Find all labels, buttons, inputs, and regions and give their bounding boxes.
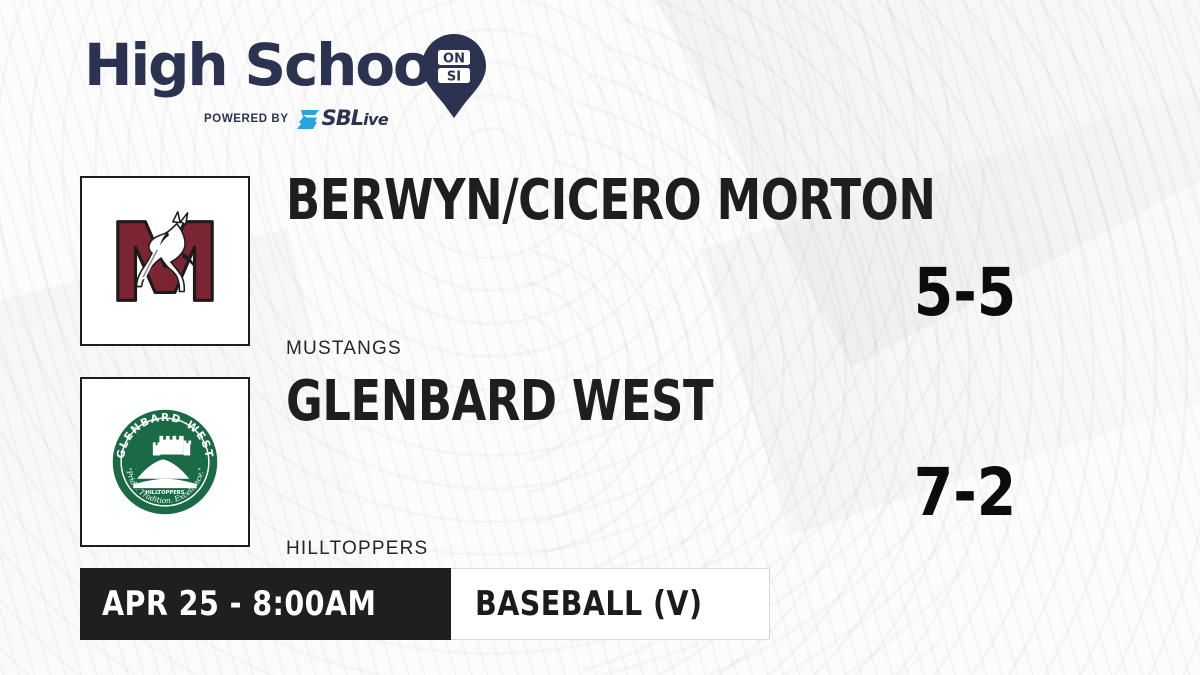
pin-text-si: SI — [447, 70, 461, 85]
sblive-wordmark-suffix: ive — [363, 110, 389, 129]
team-record-1: 5-5 — [913, 254, 1017, 331]
game-sport-block: BASEBALL (V) — [450, 568, 771, 640]
sblive-s-mark-icon — [296, 109, 319, 129]
game-info-bar: APR 25 - 8:00AM BASEBALL (V) — [80, 568, 771, 640]
powered-by-block: POWERED BY SBLive — [204, 106, 389, 130]
sblive-wordmark: SBLive — [321, 106, 389, 130]
game-datetime-text: APR 25 - 8:00AM — [102, 584, 377, 624]
sblive-logo: SBLive — [296, 106, 389, 130]
pin-text-on: ON — [443, 52, 465, 67]
brand-header: High School ON SI POWERED BY SBLive — [84, 31, 514, 136]
glenbard-center-line1: THE — [160, 484, 170, 490]
morton-mustangs-logo — [116, 211, 214, 302]
game-datetime-block: APR 25 - 8:00AM — [80, 568, 451, 640]
team-name-1: BERWYN/CICERO MORTON — [286, 168, 936, 233]
sblive-wordmark-main: SBL — [321, 106, 365, 130]
team-mascot-1: MUSTANGS — [286, 338, 402, 359]
team-name-2: GLENBARD WEST — [286, 369, 714, 434]
powered-by-label: POWERED BY — [204, 113, 289, 125]
brand-title: High School — [84, 31, 450, 99]
glenbard-west-hilltoppers-logo: GLENBARD WEST "Pride. Tradition. Excelle… — [112, 409, 218, 515]
game-sport-text: BASEBALL (V) — [474, 584, 702, 624]
team-logo-box-2: GLENBARD WEST "Pride. Tradition. Excelle… — [80, 377, 250, 547]
glenbard-center-line2: HILLTOPPERS — [145, 490, 184, 496]
team-logo-box-1 — [80, 176, 250, 346]
team-record-2: 7-2 — [913, 454, 1017, 531]
on-si-pin-icon: ON SI — [421, 33, 487, 119]
team-mascot-2: HILLTOPPERS — [286, 538, 429, 559]
